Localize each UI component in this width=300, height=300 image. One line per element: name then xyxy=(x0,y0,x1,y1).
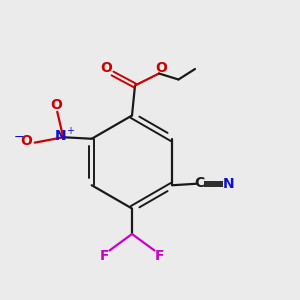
Text: C: C xyxy=(195,176,205,190)
Text: O: O xyxy=(100,61,112,75)
Text: F: F xyxy=(155,249,165,263)
Text: N: N xyxy=(223,177,235,191)
Text: O: O xyxy=(50,98,62,112)
Text: N: N xyxy=(55,129,67,143)
Text: O: O xyxy=(155,61,167,75)
Text: −: − xyxy=(14,131,24,144)
Text: O: O xyxy=(20,134,32,148)
Text: +: + xyxy=(66,126,74,136)
Text: F: F xyxy=(99,249,109,263)
